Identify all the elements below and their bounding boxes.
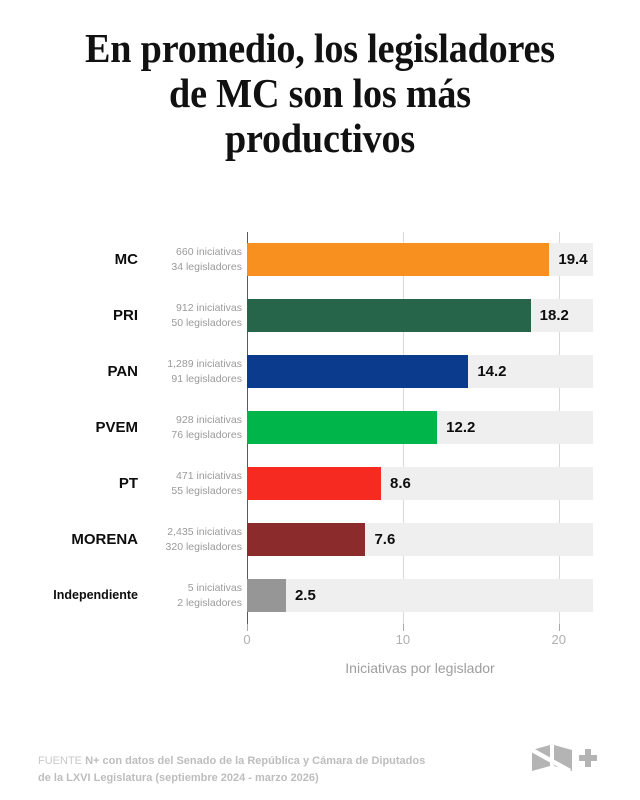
iniciativas-count: 928 iniciativas	[176, 414, 242, 426]
party-label-pvem: PVEM	[95, 419, 138, 436]
x-axis-title: Iniciativas por legislador	[345, 660, 495, 676]
x-tick-label-10: 10	[395, 632, 411, 647]
iniciativas-count: 471 iniciativas	[176, 470, 242, 482]
legisladores-count: 34 legisladores	[171, 261, 242, 273]
party-label-independiente: Independiente	[53, 588, 138, 602]
page-title: En promedio, los legisladores de MC son …	[67, 26, 573, 161]
page-title-line-1: En promedio, los legisladores	[85, 25, 555, 71]
party-label-mc: MC	[114, 251, 138, 268]
x-tick-mark-0	[247, 624, 248, 631]
legisladores-count: 2 legisladores	[177, 597, 242, 609]
n-plus-logo	[528, 742, 600, 776]
bar-mc[interactable]	[247, 243, 550, 276]
bar-value-label: 19.4	[558, 251, 588, 268]
source-line-1: N+ con datos del Senado de la República …	[85, 755, 426, 767]
iniciativas-count: 5 iniciativas	[187, 582, 242, 594]
iniciativas-count: 1,289 iniciativas	[167, 358, 242, 370]
bar-row[interactable]: MC 660 iniciativas 34 legisladores 19.4	[0, 232, 640, 288]
bar-value-label: 14.2	[477, 363, 507, 380]
legisladores-count: 320 legisladores	[165, 541, 242, 553]
bar-value-label: 8.6	[390, 475, 411, 492]
bar-chart: 0 10 20 MC 660 iniciativas 34 legisladores 19…	[0, 232, 640, 676]
iniciativas-count: 2,435 iniciativas	[167, 526, 242, 538]
row-annotation: 5 iniciativas 2 legisladores	[138, 579, 242, 612]
x-tick-mark-20	[558, 624, 560, 631]
bar-row[interactable]: PT 471 iniciativas 55 legisladores 8.6	[0, 456, 640, 512]
page-title-line-2: de MC son los más	[169, 70, 471, 116]
legisladores-count: 91 legisladores	[171, 373, 242, 385]
bar-row[interactable]: PAN 1,289 iniciativas 91 legisladores 14.2	[0, 344, 640, 400]
bar-value-label: 7.6	[374, 531, 396, 548]
row-annotation: 660 iniciativas 34 legisladores	[138, 243, 242, 276]
row-annotation: 471 iniciativas 55 legisladores	[138, 467, 242, 500]
x-tick-mark-10	[402, 624, 404, 631]
bar-row[interactable]: MORENA 2,435 iniciativas 320 legisladores 7…	[0, 512, 640, 568]
party-label-pt: PT	[118, 475, 138, 492]
page-title-line-3: productivos	[224, 115, 416, 161]
bar-value-label: 12.2	[446, 419, 476, 436]
bar-pvem[interactable]	[247, 411, 438, 444]
bar-row[interactable]: PRI 912 iniciativas 50 legisladores 18.2	[0, 288, 640, 344]
bar-pri[interactable]	[247, 299, 531, 332]
row-annotation: 1,289 iniciativas 91 legisladores	[138, 355, 242, 388]
row-annotation: 912 iniciativas 50 legisladores	[138, 299, 242, 332]
party-label-morena: MORENA	[71, 531, 138, 548]
row-annotation: 2,435 iniciativas 320 legisladores	[138, 523, 242, 556]
bar-morena[interactable]	[247, 523, 366, 556]
bar-row[interactable]: PVEM 928 iniciativas 76 legisladores 12.2	[0, 400, 640, 456]
legisladores-count: 55 legisladores	[171, 485, 242, 497]
bar-pan[interactable]	[247, 355, 469, 388]
row-annotation: 928 iniciativas 76 legisladores	[138, 411, 242, 444]
iniciativas-count: 912 iniciativas	[176, 302, 242, 314]
bar-independiente[interactable]	[247, 579, 286, 612]
x-tick-label-0: 0	[243, 632, 251, 647]
legisladores-count: 50 legisladores	[171, 317, 242, 329]
bar-value-label: 18.2	[539, 307, 569, 324]
source-note: FUENTE N+ con datos del Senado de la Rep…	[38, 753, 518, 787]
source-line-2: de la LXVI Legislatura (septiembre 2024 …	[38, 772, 319, 784]
bar-value-label: 2.5	[294, 587, 316, 604]
bar-pt[interactable]	[247, 467, 382, 500]
bar-track	[247, 579, 593, 612]
source-label: FUENTE	[38, 755, 82, 767]
x-tick-label-20: 20	[551, 632, 566, 647]
bar-row[interactable]: Independiente 5 iniciativas 2 legisladores…	[0, 568, 640, 624]
iniciativas-count: 660 iniciativas	[176, 246, 242, 258]
party-label-pri: PRI	[112, 307, 138, 324]
party-label-pan: PAN	[107, 363, 138, 380]
legisladores-count: 76 legisladores	[171, 429, 242, 441]
